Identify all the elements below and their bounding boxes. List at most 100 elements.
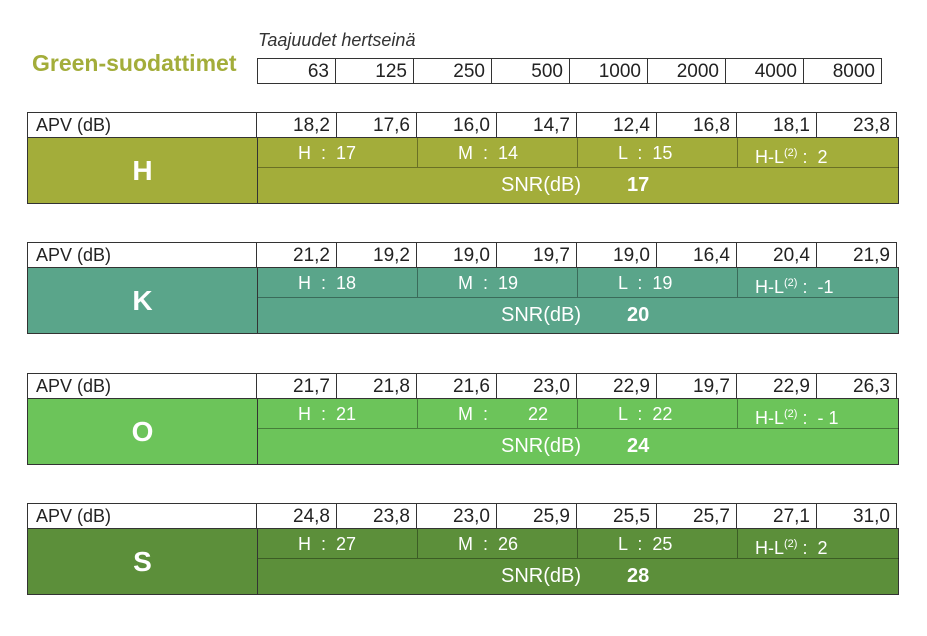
apv-value-cell: 25,5 [577, 503, 657, 528]
hl-number: : 2 [797, 147, 828, 167]
h-value: H : 21 [258, 399, 418, 428]
m-value: M : 26 [418, 529, 578, 558]
apv-value-cell: 22,9 [577, 373, 657, 398]
apv-row: APV (dB) 21,7 21,8 21,6 23,0 22,9 19,7 22,9 26,… [27, 373, 899, 399]
frequency-cell: 250 [413, 58, 492, 84]
hl-footnote: (2) [784, 147, 798, 159]
snr-label: SNR(dB) [501, 304, 582, 326]
apv-row: APV (dB) 21,2 19,2 19,0 19,7 19,0 16,4 20,4 21,… [27, 242, 899, 268]
apv-row: APV (dB) 24,8 23,8 23,0 25,9 25,5 25,7 27,1 31,… [27, 503, 899, 529]
hml-row: H : 27 M : 26 L : 25 H-L(2) : 2 [258, 529, 899, 559]
filter-block-k: APV (dB) 21,2 19,2 19,0 19,7 19,0 16,4 20,4 21,… [27, 242, 899, 334]
apv-value-cell: 25,7 [657, 503, 737, 528]
filter-block-s: APV (dB) 24,8 23,8 23,0 25,9 25,5 25,7 27,1 31,… [27, 503, 899, 595]
apv-value-cell: 21,2 [257, 242, 337, 267]
apv-value-cell: 23,8 [817, 112, 897, 137]
h-value: H : 17 [258, 138, 418, 167]
filter-summary-band: K H : 18 M : 19 L : 19 H-L(2) : -1 SNR(d… [27, 268, 899, 334]
filter-block-h: APV (dB) 18,2 17,6 16,0 14,7 12,4 16,8 18,1 23,… [27, 112, 899, 204]
hl-prefix: H-L [755, 408, 785, 428]
apv-value-cell: 21,7 [257, 373, 337, 398]
frequency-cell: 500 [491, 58, 570, 84]
snr-value: 17 [627, 174, 650, 196]
apv-value-cell: 19,0 [577, 242, 657, 267]
snr-value: 24 [627, 435, 650, 457]
apv-value-cell: 24,8 [257, 503, 337, 528]
frequency-cell: 2000 [647, 58, 726, 84]
hl-value: H-L(2) : - 1 [738, 399, 899, 428]
apv-value-cell: 16,8 [657, 112, 737, 137]
frequency-caption: Taajuudet hertseinä [258, 30, 416, 50]
snr-label: SNR(dB) [501, 174, 582, 196]
hl-prefix: H-L [755, 277, 785, 297]
hl-footnote: (2) [784, 277, 798, 289]
frequency-cell: 1000 [569, 58, 648, 84]
apv-label: APV (dB) [27, 112, 257, 137]
snr-value: 20 [627, 304, 650, 326]
filter-summary-band: S H : 27 M : 26 L : 25 H-L(2) : 2 SNR(dB… [27, 529, 899, 595]
hml-row: H : 18 M : 19 L : 19 H-L(2) : -1 [258, 268, 899, 298]
apv-value-cell: 18,1 [737, 112, 817, 137]
apv-value-cell: 17,6 [337, 112, 417, 137]
apv-value-cell: 31,0 [817, 503, 897, 528]
filter-letter: O [28, 399, 258, 464]
snr-row: SNR(dB) 20 [258, 298, 898, 333]
apv-value-cell: 14,7 [497, 112, 577, 137]
frequency-cell: 125 [335, 58, 414, 84]
hml-row: H : 21 M : 22 L : 22 H-L(2) : - 1 [258, 399, 899, 429]
apv-value-cell: 23,0 [417, 503, 497, 528]
filter-letter: S [28, 529, 258, 594]
l-value: L : 22 [578, 399, 738, 428]
hl-value: H-L(2) : 2 [738, 529, 899, 558]
apv-value-cell: 21,8 [337, 373, 417, 398]
l-value: L : 19 [578, 268, 738, 297]
apv-value-cell: 27,1 [737, 503, 817, 528]
apv-value-cell: 12,4 [577, 112, 657, 137]
hl-number: : -1 [797, 277, 834, 297]
h-value: H : 27 [258, 529, 418, 558]
apv-label: APV (dB) [27, 242, 257, 267]
apv-value-cell: 23,8 [337, 503, 417, 528]
frequency-cell: 4000 [725, 58, 804, 84]
snr-label: SNR(dB) [501, 435, 582, 457]
apv-label: APV (dB) [27, 373, 257, 398]
snr-row: SNR(dB) 28 [258, 559, 898, 594]
m-value: M : 22 [418, 399, 578, 428]
l-value: L : 15 [578, 138, 738, 167]
hl-value: H-L(2) : -1 [738, 268, 899, 297]
apv-value-cell: 20,4 [737, 242, 817, 267]
apv-value-cell: 21,9 [817, 242, 897, 267]
filter-summary-band: O H : 21 M : 22 L : 22 H-L(2) : - 1 SNR(… [27, 399, 899, 465]
apv-value-cell: 25,9 [497, 503, 577, 528]
frequency-cell: 63 [257, 58, 336, 84]
apv-value-cell: 18,2 [257, 112, 337, 137]
apv-label: APV (dB) [27, 503, 257, 528]
apv-row: APV (dB) 18,2 17,6 16,0 14,7 12,4 16,8 18,1 23,… [27, 112, 899, 138]
snr-value: 28 [627, 565, 650, 587]
hml-row: H : 17 M : 14 L : 15 H-L(2) : 2 [258, 138, 899, 168]
snr-row: SNR(dB) 17 [258, 168, 898, 203]
apv-value-cell: 19,7 [497, 242, 577, 267]
hl-prefix: H-L [755, 538, 785, 558]
h-value: H : 18 [258, 268, 418, 297]
apv-value-cell: 19,2 [337, 242, 417, 267]
l-value: L : 25 [578, 529, 738, 558]
frequency-header-row: 63 125 250 500 1000 2000 4000 8000 [257, 58, 882, 84]
apv-value-cell: 19,7 [657, 373, 737, 398]
filter-letter: K [28, 268, 258, 333]
apv-value-cell: 16,4 [657, 242, 737, 267]
hl-number: : 2 [797, 538, 828, 558]
apv-value-cell: 23,0 [497, 373, 577, 398]
filter-letter: H [28, 138, 258, 203]
snr-label: SNR(dB) [501, 565, 582, 587]
m-value: M : 14 [418, 138, 578, 167]
snr-row: SNR(dB) 24 [258, 429, 898, 464]
hl-number: : - 1 [797, 408, 839, 428]
apv-value-cell: 22,9 [737, 373, 817, 398]
filter-summary-band: H H : 17 M : 14 L : 15 H-L(2) : 2 SNR(dB… [27, 138, 899, 204]
m-value: M : 19 [418, 268, 578, 297]
apv-value-cell: 16,0 [417, 112, 497, 137]
page-title: Green-suodattimet [32, 50, 237, 76]
hl-prefix: H-L [755, 147, 785, 167]
hl-footnote: (2) [784, 408, 798, 420]
